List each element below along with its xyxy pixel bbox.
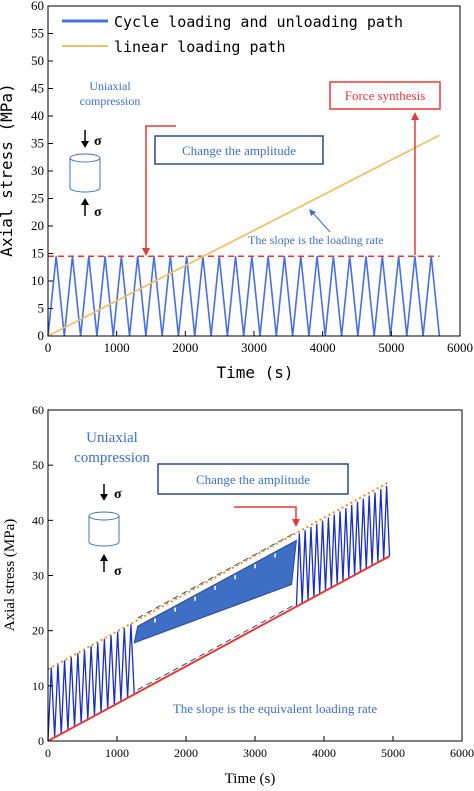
series-line-cycle [295,486,391,607]
change-amplitude-label: Change the amplitude [196,472,310,487]
chart-top: 0 1000 2000 3000 4000 5000 6000 0 5 10 15 20 25 30 35 4… [0,0,473,382]
x-tick-label: 4000 [310,340,336,355]
y-axis-title: Axial stress (MPa) [0,83,16,256]
upper-bound-line [47,480,391,671]
x-axis-title: Time (s) [216,363,293,382]
y-tick-label: 30 [32,569,44,583]
slope-arrow [309,209,331,233]
uniaxial-label-line2: compression [80,94,141,108]
y-tick-label: 35 [31,136,44,151]
band-dash [234,534,239,580]
legend-label-cycle: Cycle loading and unloading path [114,13,403,31]
y-tick-label: 45 [31,81,44,96]
x-tick-label: 2000 [174,746,198,760]
band-dash [194,556,199,601]
band-lower-dash [137,603,297,691]
x-tick-label: 6000 [450,746,474,760]
y-tick-label: 20 [32,624,44,638]
y-tick-label: 50 [31,53,44,68]
change-amplitude-arrow [234,506,300,527]
uniaxial-label-line2: compression [74,450,150,466]
series-line-cycle [47,256,441,337]
y-tick-label: 10 [32,679,44,693]
y-axis-title: Axial stress (MPa) [2,519,18,632]
y-tick-label: 5 [38,301,45,316]
y-tick-label: 20 [31,218,44,233]
series-line-linear [47,134,440,337]
y-tick-label: 15 [31,246,44,261]
x-tick-label: 3000 [243,746,267,760]
x-tick-label: 1000 [104,340,130,355]
chart-bottom: 0 1000 2000 3000 4000 5000 6000 0 10 20 30 40 50 60 U… [2,403,474,787]
change-amplitude-box [157,463,349,495]
sigma-bottom: σ [94,205,102,220]
y-tick-label: 60 [32,403,44,417]
x-tick-label: 5000 [381,746,405,760]
band-upper-dash [137,531,297,619]
force-synthesis-label: Force synthesis [345,88,426,103]
force-synthesis-box [329,81,441,110]
force-synthesis-arrow [411,112,419,255]
y-tick-label: 60 [31,0,44,13]
lower-bound-line [47,555,391,742]
y-tick-label: 30 [31,163,44,178]
x-tick-label: 5000 [378,340,404,355]
specimen-icon: σ σ [88,484,122,579]
change-amplitude-arrow [142,125,176,256]
sigma-bottom: σ [114,564,122,579]
x-tick-label: 0 [45,340,52,355]
x-tick-label: 1000 [105,746,129,760]
sigma-top: σ [94,134,102,149]
y-tick-label: 0 [38,328,45,343]
y-tick-label: 50 [32,458,44,472]
uniaxial-label-line1: Uniaxial [86,430,138,446]
band-dash [214,545,219,591]
sigma-top: σ [114,487,122,502]
uniaxial-label-line1: Uniaxial [89,79,131,93]
slope-label: The slope is the loading rate [248,233,384,247]
x-tick-label: 6000 [447,340,473,355]
y-tick-label: 10 [31,273,44,288]
x-tick-label: 2000 [172,340,198,355]
series-line-cycle [47,624,135,742]
band-dash [254,524,259,569]
change-amplitude-box [154,135,324,165]
y-tick-label: 25 [31,191,44,206]
band-dash [154,578,159,623]
y-tick-label: 0 [38,734,44,748]
band-dash [274,513,279,558]
amplitude-band [133,539,298,644]
x-axis-title: Time (s) [225,771,276,787]
slope-label: The slope is the equivalent loading rate [173,701,378,716]
legend-label-linear: linear loading path [114,38,286,56]
legend: Cycle loading and unloading path linear … [62,13,403,56]
change-amplitude-label: Change the amplitude [182,143,296,158]
y-tick-label: 40 [31,108,44,123]
y-tick-label: 40 [32,513,44,527]
y-tick-label: 55 [31,26,44,41]
band-dash [174,567,179,612]
specimen-icon: σ σ [69,130,102,220]
x-tick-label: 4000 [312,746,336,760]
x-tick-label: 0 [45,746,51,760]
x-tick-label: 3000 [241,340,267,355]
